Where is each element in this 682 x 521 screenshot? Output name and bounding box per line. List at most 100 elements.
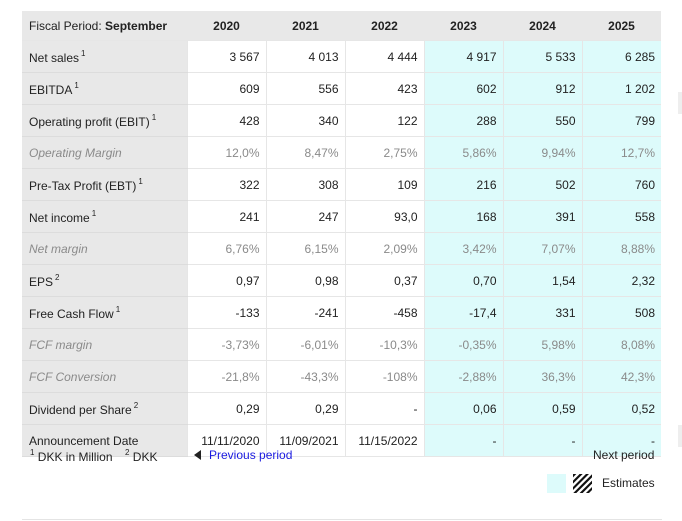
table-header-row: Fiscal Period: September 2020 2021 2022 …	[22, 11, 661, 41]
row-label-text: FCF Conversion	[29, 369, 117, 384]
table-row: Announcement Date 11/11/2020 11/09/2021 11/…	[22, 424, 661, 457]
triangle-left-icon	[194, 450, 201, 460]
footnote-marker: 1	[151, 112, 157, 122]
row-label-text: FCF margin	[29, 337, 93, 352]
table-cell: 4 013	[265, 40, 345, 73]
scrollbar-fragment[interactable]	[678, 425, 682, 447]
table-cell: 6,15%	[265, 232, 345, 265]
table-cell: 168	[423, 200, 503, 233]
table-cell: 322	[186, 168, 266, 201]
footnote-2-marker: 2	[125, 448, 130, 457]
year-header: 2023	[424, 11, 503, 41]
next-period-label: Next period	[593, 448, 655, 462]
table-cell: 6 285	[581, 40, 661, 73]
table-cell: 308	[265, 168, 345, 201]
table-row: FCF Conversion -21,8% -43,3% -108% -2,88% 36,…	[22, 360, 661, 393]
table-row: Free Cash Flow 1 -133 -241 -458 -17,4 331 508	[22, 296, 661, 329]
table-cell: 760	[581, 168, 661, 201]
row-label-text: Net margin	[29, 241, 88, 256]
table-cell: 2,09%	[344, 232, 424, 265]
table-cell: 42,3%	[581, 360, 661, 393]
table-cell: 391	[502, 200, 582, 233]
fiscal-period-value: September	[105, 18, 168, 33]
row-label: Announcement Date	[22, 424, 187, 457]
table-cell: -133	[186, 296, 266, 329]
footnote-2-text: DKK	[132, 450, 158, 464]
table-row: Operating profit (EBIT) 1 428 340 122 288 550 7…	[22, 104, 661, 137]
table-cell: 4 444	[344, 40, 424, 73]
table-cell: 3 567	[186, 40, 266, 73]
table-cell: 0,29	[186, 392, 266, 425]
table-cell: -21,8%	[186, 360, 266, 393]
table-cell: 5,86%	[423, 136, 503, 169]
row-label-text: Operating profit (EBIT)	[29, 114, 150, 129]
table-cell: 0,98	[265, 264, 345, 297]
table-cell: -43,3%	[265, 360, 345, 393]
scrollbar-fragment[interactable]	[678, 92, 682, 114]
row-label-text: Net income	[29, 210, 90, 225]
footnote-1-marker: 1	[30, 448, 35, 457]
table-cell: 912	[502, 72, 582, 105]
row-label: Operating Margin	[22, 136, 187, 169]
table-cell: 5,98%	[502, 328, 582, 361]
table-cell: -3,73%	[186, 328, 266, 361]
row-label: Net margin	[22, 232, 187, 265]
table-cell: 0,37	[344, 264, 424, 297]
table-cell: 0,70	[423, 264, 503, 297]
row-label: Dividend per Share 2	[22, 392, 187, 425]
table-cell: 0,29	[265, 392, 345, 425]
next-period-link[interactable]: Next period	[593, 448, 654, 462]
table-cell: -	[581, 424, 661, 457]
table-cell: 241	[186, 200, 266, 233]
year-header: 2025	[582, 11, 661, 41]
table-cell: 6,76%	[186, 232, 266, 265]
hatch-pattern-icon	[573, 474, 592, 493]
row-label: Net sales 1	[22, 40, 187, 73]
previous-period-label: Previous period	[209, 448, 293, 462]
table-cell: 428	[186, 104, 266, 137]
previous-period-link[interactable]: Previous period	[194, 448, 292, 462]
table-row: Operating Margin 12,0% 8,47% 2,75% 5,86% 9,94…	[22, 136, 661, 169]
table-cell: 2,32	[581, 264, 661, 297]
table-cell: 11/09/2021	[265, 424, 345, 457]
table-row: EBITDA 1 609 556 423 602 912 1 202	[22, 72, 661, 105]
table-row: Pre-Tax Profit (EBT) 1 322 308 109 216 502 760	[22, 168, 661, 201]
row-label: FCF Conversion	[22, 360, 187, 393]
table-cell: 109	[344, 168, 424, 201]
row-label: Pre-Tax Profit (EBT) 1	[22, 168, 187, 201]
table-cell: 340	[265, 104, 345, 137]
table-cell: 7,07%	[502, 232, 582, 265]
footnote-2: 2 DKK	[123, 448, 157, 464]
footnote-marker: 2	[55, 272, 60, 282]
table-cell: -458	[344, 296, 424, 329]
table-cell: 36,3%	[502, 360, 582, 393]
year-header: 2022	[345, 11, 424, 41]
table-cell: 550	[502, 104, 582, 137]
table-cell: 556	[265, 72, 345, 105]
table-row: Net margin 6,76% 6,15% 2,09% 3,42% 7,07% 8,88%	[22, 232, 661, 265]
footnote-marker: 2	[133, 400, 139, 410]
table-row: Net sales 1 3 567 4 013 4 444 4 917 5 533 6 285	[22, 40, 661, 73]
table-cell: 0,06	[423, 392, 503, 425]
table-cell: -6,01%	[265, 328, 345, 361]
row-label-text: EPS	[29, 274, 54, 289]
table-cell: 602	[423, 72, 503, 105]
row-label-text: Free Cash Flow	[29, 306, 114, 321]
row-label: FCF margin	[22, 328, 187, 361]
year-header: 2024	[503, 11, 582, 41]
table-cell: 8,08%	[581, 328, 661, 361]
financial-table: Fiscal Period: September 2020 2021 2022 …	[22, 11, 661, 457]
table-cell: -241	[265, 296, 345, 329]
row-label: Free Cash Flow 1	[22, 296, 187, 329]
table-cell: 12,0%	[186, 136, 266, 169]
table-cell: 508	[581, 296, 661, 329]
table-cell: -108%	[344, 360, 424, 393]
footnote-marker: 1	[138, 176, 143, 186]
table-cell: -2,88%	[423, 360, 503, 393]
table-cell: 558	[581, 200, 661, 233]
table-cell: -10,3%	[344, 328, 424, 361]
table-cell: 247	[265, 200, 345, 233]
table-cell: 3,42%	[423, 232, 503, 265]
table-cell: 122	[344, 104, 424, 137]
table-cell: 609	[186, 72, 266, 105]
